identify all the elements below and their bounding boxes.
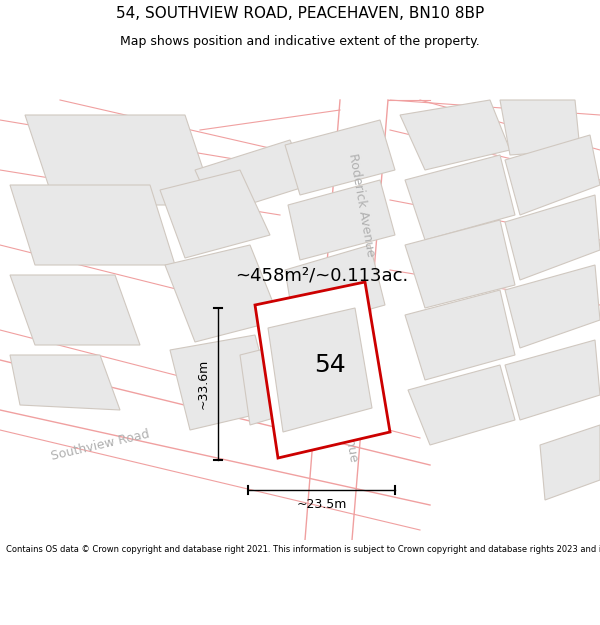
Polygon shape [285, 120, 395, 195]
Text: Map shows position and indicative extent of the property.: Map shows position and indicative extent… [120, 35, 480, 48]
Polygon shape [405, 290, 515, 380]
Text: 54, SOUTHVIEW ROAD, PEACEHAVEN, BN10 8BP: 54, SOUTHVIEW ROAD, PEACEHAVEN, BN10 8BP [116, 6, 484, 21]
Polygon shape [505, 265, 600, 348]
Text: Contains OS data © Crown copyright and database right 2021. This information is : Contains OS data © Crown copyright and d… [6, 545, 600, 554]
Polygon shape [255, 282, 390, 458]
Polygon shape [10, 185, 175, 265]
Polygon shape [405, 155, 515, 240]
Polygon shape [408, 365, 515, 445]
Text: 54: 54 [314, 353, 346, 377]
Polygon shape [170, 335, 275, 430]
Polygon shape [10, 355, 120, 410]
Text: ~458m²/~0.113ac.: ~458m²/~0.113ac. [235, 266, 408, 284]
Polygon shape [505, 195, 600, 280]
Polygon shape [505, 135, 600, 215]
Polygon shape [540, 425, 600, 500]
Text: Southview Road: Southview Road [49, 428, 151, 462]
Text: Roderick Avenue: Roderick Avenue [329, 357, 361, 462]
Polygon shape [25, 115, 215, 205]
Polygon shape [500, 100, 580, 155]
Polygon shape [288, 180, 395, 260]
Polygon shape [240, 335, 335, 425]
Polygon shape [400, 100, 510, 170]
Polygon shape [268, 308, 372, 432]
Polygon shape [505, 340, 600, 420]
Polygon shape [165, 245, 280, 342]
Polygon shape [10, 275, 140, 345]
Text: ~23.5m: ~23.5m [296, 498, 347, 511]
Polygon shape [405, 220, 515, 308]
Polygon shape [285, 245, 385, 330]
Text: ~33.6m: ~33.6m [197, 359, 210, 409]
Polygon shape [195, 140, 310, 215]
Text: Roderick Avenue: Roderick Avenue [346, 152, 377, 258]
Polygon shape [160, 170, 270, 258]
